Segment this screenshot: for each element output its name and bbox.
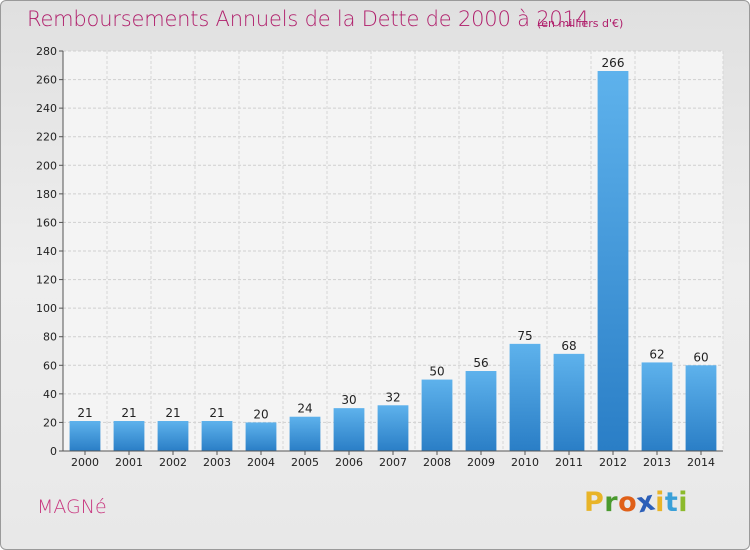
bar-2012 bbox=[597, 71, 629, 451]
axes: 0204060801001201401601802002202402602802… bbox=[36, 45, 723, 469]
bar-2000 bbox=[69, 421, 101, 451]
y-tick-label: 180 bbox=[36, 188, 57, 201]
logo-letter: i bbox=[655, 487, 665, 518]
chart-subtitle: (en milliers d'€) bbox=[537, 17, 624, 30]
bar-value-label: 50 bbox=[429, 365, 444, 379]
bar-2003 bbox=[201, 421, 233, 451]
bar-value-label: 21 bbox=[121, 406, 136, 420]
x-tick-label: 2009 bbox=[467, 456, 495, 469]
bar-value-label: 20 bbox=[253, 407, 268, 421]
x-tick-label: 2012 bbox=[599, 456, 627, 469]
bar-value-label: 62 bbox=[649, 347, 664, 361]
x-tick-label: 2011 bbox=[555, 456, 583, 469]
y-tick-label: 280 bbox=[36, 45, 57, 58]
bar-2011 bbox=[553, 353, 585, 451]
bar-value-label: 60 bbox=[693, 350, 708, 364]
proxiti-logo[interactable]: Proxiti bbox=[584, 485, 689, 519]
x-tick-label: 2004 bbox=[247, 456, 275, 469]
bar-value-label: 32 bbox=[385, 390, 400, 404]
bar-2014 bbox=[685, 365, 717, 451]
commune-name: MAGNé bbox=[37, 496, 107, 518]
x-tick-label: 2000 bbox=[71, 456, 99, 469]
logo-letter: o bbox=[618, 487, 638, 518]
bar-2001 bbox=[113, 421, 145, 451]
x-tick-label: 2002 bbox=[159, 456, 187, 469]
bar-2004 bbox=[245, 422, 277, 451]
bar-value-label: 21 bbox=[165, 406, 180, 420]
bar-2007 bbox=[377, 405, 409, 451]
bar-value-label: 266 bbox=[602, 56, 625, 70]
y-tick-label: 120 bbox=[36, 274, 57, 287]
bar-value-label: 75 bbox=[517, 329, 532, 343]
bar-2008 bbox=[421, 379, 453, 451]
x-tick-label: 2008 bbox=[423, 456, 451, 469]
bar-value-label: 68 bbox=[561, 339, 576, 353]
bar-value-label: 30 bbox=[341, 393, 356, 407]
bars: 21 21 21 21 20 24 30 32 50 56 75 68 266 62 60 bbox=[69, 56, 717, 451]
y-tick-label: 60 bbox=[43, 359, 57, 372]
bar-value-label: 24 bbox=[297, 402, 312, 416]
logo-letter: P bbox=[584, 487, 605, 518]
bar-value-label: 21 bbox=[77, 406, 92, 420]
bar-2013 bbox=[641, 362, 673, 451]
x-tick-label: 2013 bbox=[643, 456, 671, 469]
x-tick-label: 2014 bbox=[687, 456, 715, 469]
logo-letter: r bbox=[604, 487, 619, 518]
x-tick-label: 2005 bbox=[291, 456, 319, 469]
y-tick-label: 0 bbox=[50, 445, 57, 458]
bar-2005 bbox=[289, 416, 321, 451]
y-tick-label: 100 bbox=[36, 302, 57, 315]
x-tick-label: 2006 bbox=[335, 456, 363, 469]
chart-title: Remboursements Annuels de la Dette de 20… bbox=[27, 7, 589, 31]
y-tick-label: 40 bbox=[43, 388, 57, 401]
y-tick-label: 140 bbox=[36, 245, 57, 258]
bar-value-label: 21 bbox=[209, 406, 224, 420]
bar-2009 bbox=[465, 371, 497, 451]
y-tick-label: 240 bbox=[36, 102, 57, 115]
x-tick-label: 2007 bbox=[379, 456, 407, 469]
y-tick-label: 20 bbox=[43, 416, 57, 429]
y-tick-label: 80 bbox=[43, 331, 57, 344]
y-tick-label: 260 bbox=[36, 74, 57, 87]
bar-value-label: 56 bbox=[473, 356, 488, 370]
bar-2002 bbox=[157, 421, 189, 451]
bar-2006 bbox=[333, 408, 365, 451]
y-tick-label: 220 bbox=[36, 131, 57, 144]
logo-letter: t bbox=[664, 487, 679, 518]
y-tick-label: 200 bbox=[36, 159, 57, 172]
y-tick-label: 160 bbox=[36, 216, 57, 229]
logo-letter: i bbox=[678, 487, 689, 518]
bar-2010 bbox=[509, 343, 541, 451]
x-tick-label: 2010 bbox=[511, 456, 539, 469]
x-tick-label: 2001 bbox=[115, 456, 143, 469]
x-tick-label: 2003 bbox=[203, 456, 231, 469]
